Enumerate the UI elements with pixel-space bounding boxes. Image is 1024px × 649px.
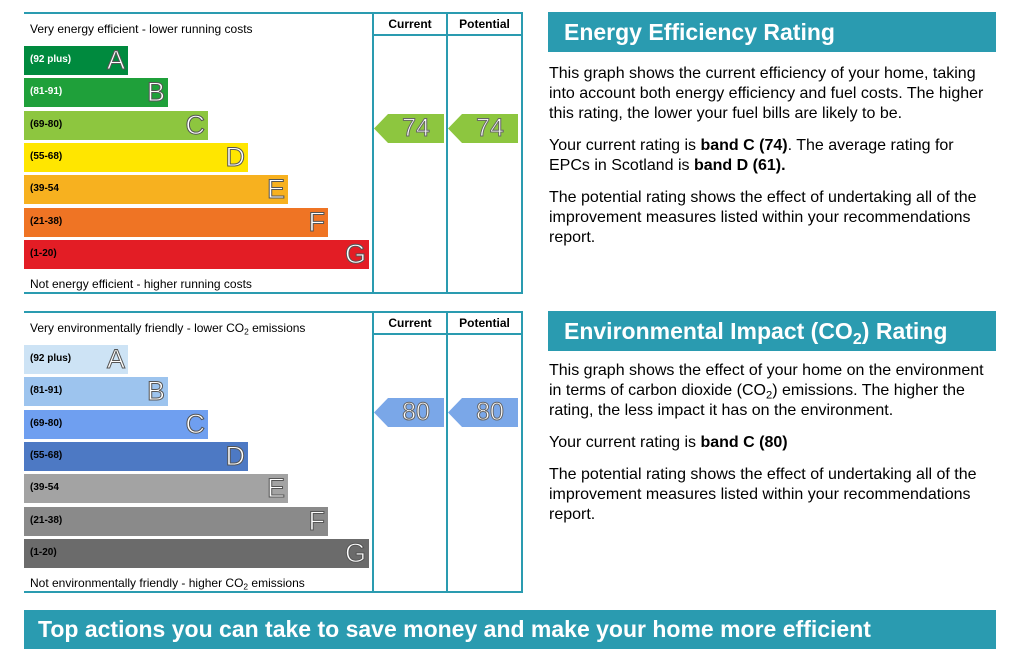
rating-band-d: (55-68) D [24,440,248,471]
rating-band-c: (69-80) C [24,408,208,439]
band-letter: D [225,141,245,172]
band-letter: E [266,473,285,504]
header-rule [373,34,523,36]
band-letter: E [266,174,285,205]
current-column-header: Current [388,17,432,31]
rating-band-e: (39-54 E [24,473,288,504]
potential-rating-value: 80 [476,398,505,427]
rating-band-f: (21-38) F [24,206,328,237]
column-divider [521,313,523,591]
band-letter: B [146,376,165,407]
rating-band-c: (69-80) C [24,109,208,140]
header-rule [373,333,523,335]
rating-band-g: (1-20) G [24,537,369,568]
current-rating-arrow: 80 [374,398,444,427]
current-rating-arrow: 74 [374,114,444,143]
band-range-label: (1-20) [30,247,57,259]
band-range-label: (55-68) [30,449,63,461]
potential-rating-arrow: 80 [448,398,518,427]
band-letter: G [344,537,366,568]
potential-column-header: Potential [459,17,510,31]
band-letter: C [185,109,205,140]
band-letter: D [225,440,245,471]
band-letter: A [106,45,125,76]
band-range-label: (81-91) [30,385,63,397]
rating-band-b: (81-91) B [24,77,168,108]
band-range-label: (81-91) [30,86,63,98]
column-divider [372,313,374,591]
band-letter: B [146,77,165,108]
energy-description: This graph shows the current efficiency … [549,65,984,122]
energy-efficiency-heading: Energy Efficiency Rating [548,12,996,52]
rating-band-e: (39-54 E [24,174,288,205]
band-range-label: (39-54 [30,482,59,494]
band-range-label: (39-54 [30,183,59,195]
top-actions-heading: Top actions you can take to save money a… [24,610,996,649]
potential-column-header: Potential [459,316,510,330]
energy-potential-note: The potential rating shows the effect of… [549,189,977,246]
potential-rating-arrow: 74 [448,114,518,143]
band-letter: G [344,238,366,269]
band-range-label: (69-80) [30,417,63,429]
environment-current-rating: Your current rating is band C (80) [549,434,788,451]
band-letter: F [308,206,325,237]
column-divider [372,14,374,292]
band-range-label: (92 plus) [30,353,72,364]
band-range-label: (55-68) [30,150,63,162]
bottom-note: Not environmentally friendly - higher CO… [30,576,305,592]
rating-band-b: (81-91) B [24,376,168,407]
band-range-label: (1-20) [30,546,57,558]
current-rating-value: 74 [402,114,431,143]
band-range-label: (69-80) [30,118,63,130]
band-range-label: (21-38) [30,215,63,227]
environment-description: This graph shows the effect of your home… [549,362,984,419]
energy-efficiency-panel: Energy Efficiency Rating This graph show… [548,12,996,248]
current-rating-value: 80 [402,398,431,427]
energy-efficiency-chart: Current Potential Very energy efficient … [24,12,523,294]
bottom-note: Not energy efficient - higher running co… [30,277,252,291]
band-range-label: (92 plus) [30,54,72,65]
environmental-impact-panel: Environmental Impact (CO2) Rating This g… [548,311,996,525]
rating-band-f: (21-38) F [24,505,328,536]
column-divider [521,14,523,292]
top-note: Very energy efficient - lower running co… [30,22,253,36]
rating-band-a: (92 plus) A [24,344,128,375]
current-column-header: Current [388,316,432,330]
band-letter: F [308,505,325,536]
environment-potential-note: The potential rating shows the effect of… [549,466,977,523]
environmental-impact-chart: Current Potential Very environmentally f… [24,311,523,593]
environmental-impact-heading: Environmental Impact (CO2) Rating [548,311,996,351]
top-note: Very environmentally friendly - lower CO… [30,321,306,337]
band-letter: A [106,344,125,375]
energy-current-rating: Your current rating is band C (74). The … [549,137,954,174]
column-divider [446,313,448,591]
rating-band-d: (55-68) D [24,141,248,172]
rating-band-a: (92 plus) A [24,45,128,76]
band-range-label: (21-38) [30,514,63,526]
potential-rating-value: 74 [476,114,505,143]
band-letter: C [185,408,205,439]
column-divider [446,14,448,292]
rating-band-g: (1-20) G [24,238,369,269]
